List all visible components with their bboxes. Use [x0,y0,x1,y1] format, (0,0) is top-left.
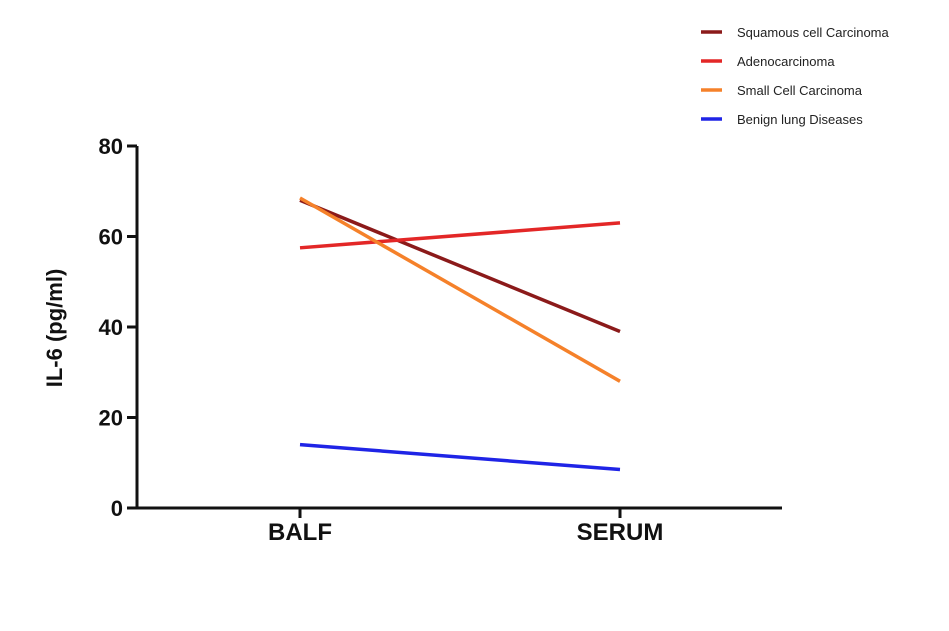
series-line [299,442,621,472]
x-tick-label: BALF [268,519,332,546]
y-tick-label: 80 [99,134,123,159]
legend-label: Squamous cell Carcinoma [737,25,890,40]
y-tick-label: 60 [99,225,123,250]
series-lines [299,196,621,472]
legend: Squamous cell Carcinoma Adenocarcinoma Sma… [701,25,890,127]
x-tick-label: SERUM [577,519,664,546]
y-axis-title: IL-6 (pg/ml) [42,269,67,388]
y-tick-label: 0 [111,496,123,521]
legend-label: Benign lung Diseases [737,112,863,127]
axes [135,146,782,510]
series-line [299,196,621,383]
legend-label: Adenocarcinoma [737,54,835,69]
x-axis-ticks: BALF SERUM [268,508,663,546]
y-tick-label: 40 [99,315,123,340]
y-axis-ticks: 0 20 40 60 80 [99,134,137,521]
series-line [299,221,621,250]
legend-label: Small Cell Carcinoma [737,83,863,98]
y-tick-label: 20 [99,406,123,431]
series-line [299,198,621,334]
